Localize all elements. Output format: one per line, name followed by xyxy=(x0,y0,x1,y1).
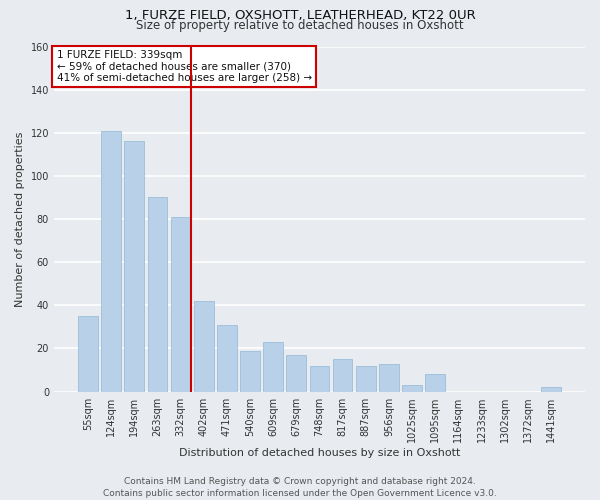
Bar xyxy=(333,359,352,392)
Text: 1 FURZE FIELD: 339sqm
← 59% of detached houses are smaller (370)
41% of semi-det: 1 FURZE FIELD: 339sqm ← 59% of detached … xyxy=(56,50,311,83)
Bar xyxy=(310,366,329,392)
Bar xyxy=(263,342,283,392)
Bar xyxy=(541,388,561,392)
Bar xyxy=(217,324,236,392)
Bar xyxy=(194,301,214,392)
X-axis label: Distribution of detached houses by size in Oxshott: Distribution of detached houses by size … xyxy=(179,448,460,458)
Bar xyxy=(379,364,399,392)
Bar xyxy=(425,374,445,392)
Bar xyxy=(148,198,167,392)
Bar xyxy=(124,142,144,392)
Bar xyxy=(240,350,260,392)
Bar xyxy=(402,385,422,392)
Bar xyxy=(101,130,121,392)
Text: Size of property relative to detached houses in Oxshott: Size of property relative to detached ho… xyxy=(136,19,464,32)
Bar xyxy=(170,217,190,392)
Y-axis label: Number of detached properties: Number of detached properties xyxy=(15,132,25,306)
Text: 1, FURZE FIELD, OXSHOTT, LEATHERHEAD, KT22 0UR: 1, FURZE FIELD, OXSHOTT, LEATHERHEAD, KT… xyxy=(125,9,475,22)
Bar xyxy=(78,316,98,392)
Text: Contains HM Land Registry data © Crown copyright and database right 2024.
Contai: Contains HM Land Registry data © Crown c… xyxy=(103,476,497,498)
Bar xyxy=(286,355,306,392)
Bar xyxy=(356,366,376,392)
